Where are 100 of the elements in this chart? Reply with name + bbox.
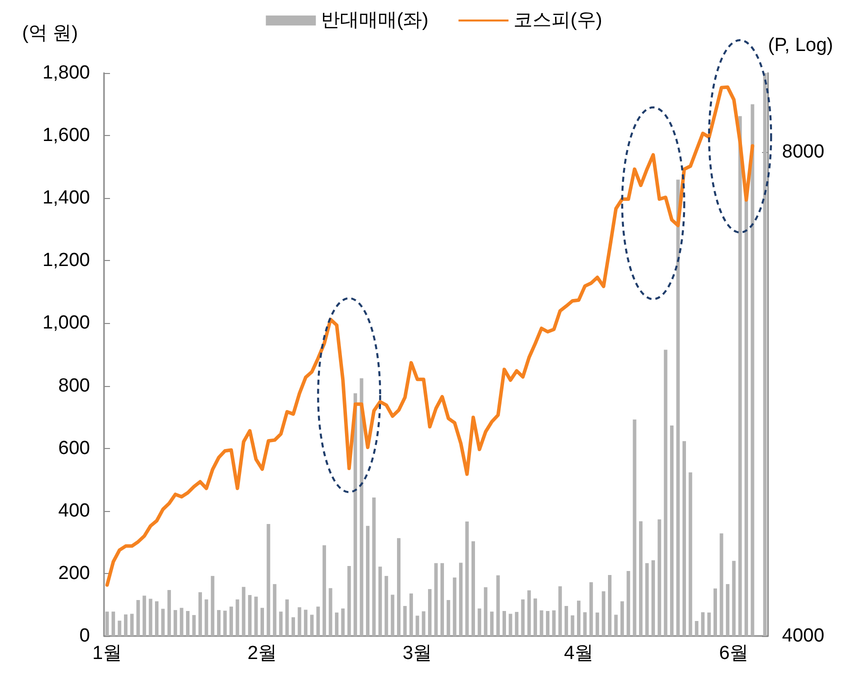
- bar: [378, 566, 382, 636]
- bar: [341, 608, 345, 636]
- bar: [186, 610, 190, 636]
- y-tick-label: 1,400: [42, 188, 90, 209]
- bar: [478, 608, 482, 636]
- bar: [552, 610, 556, 636]
- bar: [130, 614, 134, 636]
- bar: [576, 600, 580, 636]
- bar: [682, 441, 686, 636]
- bar: [452, 578, 456, 636]
- y2-axis-title: (P, Log): [768, 35, 834, 56]
- x-tick-label: 2월: [247, 643, 278, 664]
- bar: [366, 526, 370, 636]
- bar: [422, 611, 426, 636]
- bar: [732, 560, 736, 636]
- bar: [105, 612, 109, 636]
- bar: [750, 104, 754, 636]
- bar: [608, 575, 612, 636]
- legend-label: 반대매매(좌): [320, 10, 428, 31]
- bar: [403, 606, 407, 636]
- bar: [490, 612, 494, 636]
- bar: [180, 608, 184, 636]
- bar: [514, 612, 518, 636]
- bar: [726, 584, 730, 636]
- y-tick-label: 1,200: [42, 250, 90, 272]
- bar: [174, 610, 178, 636]
- bar: [670, 426, 674, 636]
- bar: [614, 614, 618, 636]
- bar: [694, 620, 698, 636]
- bar: [167, 590, 171, 636]
- bar: [596, 612, 600, 636]
- bar: [260, 608, 264, 636]
- bar: [502, 610, 506, 636]
- bar: [298, 607, 302, 636]
- bar: [272, 584, 276, 636]
- bar: [540, 610, 544, 636]
- bar: [155, 601, 158, 636]
- y2-tick-label: 8000: [782, 142, 824, 163]
- bar: [645, 563, 649, 636]
- bar: [390, 594, 394, 636]
- bar: [602, 591, 606, 636]
- bar: [651, 560, 655, 636]
- bar: [707, 612, 711, 636]
- bar: [136, 600, 140, 636]
- bar: [570, 615, 574, 636]
- bar: [744, 198, 748, 636]
- bar: [416, 616, 420, 636]
- bar: [204, 599, 208, 636]
- bar: [372, 497, 376, 636]
- y-tick-label: 600: [58, 438, 90, 459]
- bar: [521, 599, 525, 636]
- bar: [428, 589, 432, 636]
- bar: [720, 533, 724, 636]
- x-tick-label: 1월: [92, 643, 122, 664]
- bar: [440, 563, 444, 636]
- y-tick-label: 0: [79, 626, 90, 646]
- bar: [266, 524, 270, 636]
- bar: [632, 420, 636, 636]
- bar: [192, 615, 196, 636]
- bar: [118, 620, 122, 636]
- y-tick-label: 200: [58, 562, 90, 584]
- bar: [384, 576, 388, 636]
- bar: [161, 608, 165, 636]
- bar: [471, 541, 475, 636]
- bar: [254, 596, 258, 636]
- y-tick-label: 400: [58, 500, 90, 522]
- bar: [676, 180, 680, 636]
- bar: [583, 612, 587, 636]
- bar: [701, 612, 705, 636]
- y-tick-label: 800: [58, 375, 90, 396]
- y-tick-label: 1,800: [42, 62, 90, 84]
- bar: [328, 588, 332, 636]
- bar: [223, 610, 227, 636]
- bar: [626, 570, 630, 636]
- bar: [496, 575, 500, 636]
- bar: [484, 587, 488, 636]
- bar: [292, 617, 296, 636]
- bar: [589, 582, 593, 636]
- bar: [738, 116, 742, 636]
- bar: [639, 521, 643, 636]
- bar: [534, 598, 538, 636]
- bar: [397, 538, 401, 636]
- bar: [217, 610, 221, 636]
- bar: [558, 586, 562, 636]
- y-axis-title: (억 원): [22, 23, 78, 44]
- bar: [148, 598, 152, 636]
- bar: [112, 612, 116, 636]
- bar: [198, 592, 202, 636]
- bar: [688, 472, 692, 636]
- bar: [279, 612, 283, 636]
- bar: [714, 588, 717, 636]
- bar: [354, 393, 358, 636]
- bar: [304, 610, 308, 636]
- bar: [322, 545, 326, 636]
- bar: [236, 599, 240, 636]
- bar: [508, 614, 512, 636]
- bar: [664, 350, 668, 636]
- bar: [620, 601, 624, 636]
- bar: [409, 593, 413, 636]
- bar: [360, 378, 364, 636]
